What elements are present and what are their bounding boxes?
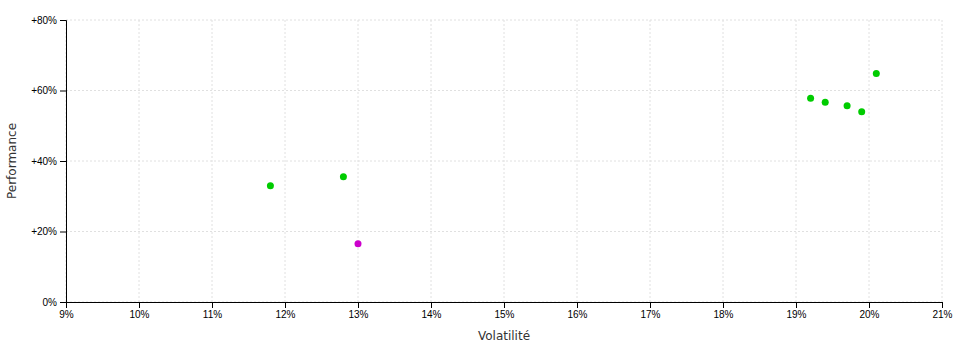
x-tick: 11% xyxy=(203,302,222,320)
x-tick: 20% xyxy=(859,302,879,320)
points xyxy=(267,70,880,247)
x-axis: 9% 10% 11% 12% 13% 14% 15% 16% 17% 18% 19% 20% 21% xyxy=(59,302,952,320)
x-tick-label: 21% xyxy=(932,309,952,320)
x-tick: 16% xyxy=(567,302,587,320)
x-tick-mark xyxy=(212,302,213,308)
point xyxy=(267,182,274,189)
y-grid-line xyxy=(66,90,942,91)
y-tick-mark xyxy=(60,232,66,233)
y-tick: 0% xyxy=(43,297,66,308)
x-tick: 13% xyxy=(348,302,368,320)
x-tick-label: 17% xyxy=(640,309,660,320)
x-axis-title: Volatilité xyxy=(478,329,530,343)
y-axis: 0% +20% +40% +60% +80% xyxy=(31,15,66,308)
x-tick-label: 15% xyxy=(494,309,514,320)
x-tick: 19% xyxy=(786,302,806,320)
x-tick: 18% xyxy=(713,302,733,320)
plot: 9% 10% 11% 12% 13% 14% 15% 16% 17% 18% 19% 20% 21% 0%… xyxy=(5,15,953,343)
y-tick-mark xyxy=(60,91,66,92)
x-tick-mark xyxy=(723,302,724,308)
x-tick: 21% xyxy=(932,302,952,320)
x-tick-mark xyxy=(285,302,286,308)
x-tick-label: 20% xyxy=(859,309,879,320)
x-tick-label: 9% xyxy=(59,309,74,320)
x-tick-label: 13% xyxy=(348,309,368,320)
point xyxy=(807,95,814,102)
y-tick: +40% xyxy=(31,156,66,167)
x-tick: 14% xyxy=(421,302,441,320)
y-tick-mark xyxy=(60,161,66,162)
y-tick-label: +20% xyxy=(31,226,57,237)
x-tick-mark xyxy=(869,302,870,308)
series xyxy=(355,240,362,247)
x-tick-mark xyxy=(431,302,432,308)
x-tick-label: 19% xyxy=(786,309,806,320)
y-tick-label: +40% xyxy=(31,156,57,167)
point xyxy=(822,99,829,106)
x-tick-mark xyxy=(139,302,140,308)
x-tick: 15% xyxy=(494,302,514,320)
x-tick: 17% xyxy=(640,302,660,320)
y-grid-line xyxy=(66,20,942,21)
y-tick-mark xyxy=(60,20,66,21)
chart: 9% 10% 11% 12% 13% 14% 15% 16% 17% 18% 19% 20% 21% 0%… xyxy=(0,0,966,350)
x-tick-mark xyxy=(796,302,797,308)
x-tick: 10% xyxy=(129,302,149,320)
x-tick-mark xyxy=(358,302,359,308)
x-tick-label: 14% xyxy=(421,309,441,320)
grid xyxy=(66,20,942,302)
x-tick-label: 16% xyxy=(567,309,587,320)
point xyxy=(873,70,880,77)
x-tick-mark xyxy=(577,302,578,308)
x-tick: 12% xyxy=(275,302,295,320)
y-tick-label: +60% xyxy=(31,85,57,96)
y-tick-mark xyxy=(60,302,66,303)
x-tick-label: 10% xyxy=(129,309,149,320)
x-grid-line xyxy=(577,20,578,302)
x-tick-mark xyxy=(504,302,505,308)
y-tick: +80% xyxy=(31,15,66,26)
y-axis-line xyxy=(60,21,67,303)
point xyxy=(844,102,851,109)
x-tick: 9% xyxy=(59,302,74,320)
x-grid-line xyxy=(285,20,286,302)
x-grid-line xyxy=(869,20,870,302)
point xyxy=(858,108,865,115)
x-axis-line xyxy=(67,303,943,309)
x-tick-label: 12% xyxy=(275,309,295,320)
x-tick-label: 11% xyxy=(203,309,222,320)
y-grid-line xyxy=(66,161,942,162)
x-tick-label: 18% xyxy=(713,309,733,320)
point xyxy=(340,173,347,180)
y-tick-label: 0% xyxy=(43,297,58,308)
series xyxy=(267,70,880,189)
y-tick: +20% xyxy=(31,226,66,237)
x-tick-mark xyxy=(942,302,943,308)
point xyxy=(355,240,362,247)
y-tick: +60% xyxy=(31,85,66,96)
y-grid-line xyxy=(66,231,942,232)
x-tick-mark xyxy=(650,302,651,308)
y-axis-title: Performance xyxy=(5,123,19,199)
y-tick-label: +80% xyxy=(31,15,57,26)
